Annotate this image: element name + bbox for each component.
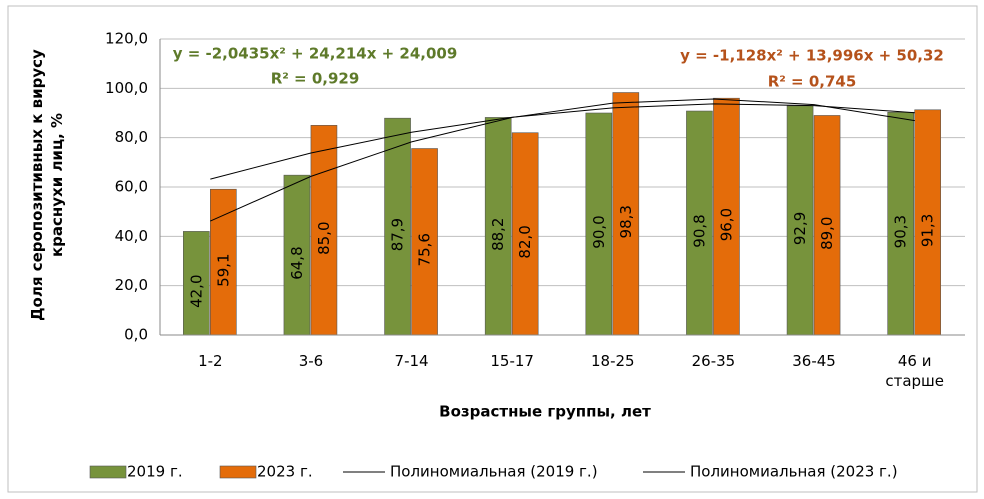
y-tick-label: 80,0 bbox=[115, 128, 148, 146]
trend-line bbox=[210, 98, 915, 222]
legend-label: Полиномиальная (2023 г.) bbox=[690, 463, 898, 481]
legend-label: 2019 г. bbox=[127, 463, 183, 481]
bar bbox=[283, 174, 311, 336]
bar bbox=[484, 117, 512, 336]
x-tick-label: 7-14 bbox=[394, 352, 429, 370]
x-tick-label: 36-45 bbox=[792, 352, 836, 370]
bar bbox=[887, 111, 914, 336]
bar bbox=[183, 231, 210, 336]
bar bbox=[384, 117, 411, 336]
y-tick-label: 100,0 bbox=[105, 79, 148, 97]
legend-label: Полиномиальная (2019 г.) bbox=[390, 463, 598, 481]
bar bbox=[310, 125, 338, 336]
x-tick-label: 15-17 bbox=[490, 352, 534, 370]
x-tick-label: 26-35 bbox=[691, 352, 736, 370]
bar bbox=[411, 148, 438, 336]
trend-line bbox=[210, 103, 915, 180]
data-label: 96,0 bbox=[717, 208, 735, 241]
data-label: 90,3 bbox=[892, 215, 910, 248]
y-tick-label: 0,0 bbox=[124, 326, 148, 344]
data-label: 90,8 bbox=[690, 214, 708, 247]
legend-label: 2023 г. bbox=[257, 463, 313, 481]
data-label: 85,0 bbox=[315, 221, 333, 254]
bar bbox=[813, 115, 841, 336]
data-label: 59,1 bbox=[214, 253, 232, 286]
data-label: 82,0 bbox=[516, 225, 534, 258]
data-label: 64,8 bbox=[288, 246, 306, 279]
data-label: 91,3 bbox=[919, 214, 937, 247]
data-label: 42,0 bbox=[187, 274, 205, 307]
annotation: R² = 0,745 bbox=[768, 73, 857, 91]
legend-swatch bbox=[219, 465, 257, 479]
y-tick-label: 40,0 bbox=[115, 227, 148, 245]
data-label: 90,0 bbox=[590, 215, 608, 248]
x-tick-label: 1-2 bbox=[198, 352, 223, 370]
x-tick-label: 46 и старше bbox=[885, 352, 945, 390]
bar bbox=[914, 109, 941, 336]
y-tick-label: 120,0 bbox=[105, 30, 148, 48]
x-tick-label: 3-6 bbox=[298, 352, 324, 370]
data-label: 75,6 bbox=[416, 233, 434, 266]
data-label: 87,9 bbox=[389, 218, 407, 251]
annotation: R² = 0,929 bbox=[271, 70, 360, 88]
y-axis-title: Доля серопозитивных к вирусу краснухи ли… bbox=[28, 49, 66, 321]
y-tick-label: 20,0 bbox=[115, 276, 148, 294]
bar bbox=[585, 112, 613, 336]
data-label: 92,9 bbox=[791, 212, 809, 245]
x-tick-label: 18-25 bbox=[591, 352, 635, 370]
data-label: 88,2 bbox=[489, 218, 507, 251]
data-label: 98,3 bbox=[617, 205, 635, 238]
annotation: y = -2,0435x² + 24,214x + 24,009 bbox=[173, 45, 458, 63]
bar bbox=[612, 92, 640, 336]
bar bbox=[210, 188, 237, 336]
annotation: y = -1,128x² + 13,996x + 50,32 bbox=[680, 47, 944, 65]
y-tick-label: 60,0 bbox=[115, 178, 148, 196]
x-axis-title: Возрастные группы, лет bbox=[439, 403, 651, 421]
legend-swatch bbox=[89, 465, 127, 479]
data-label: 89,0 bbox=[818, 217, 836, 250]
bar bbox=[686, 110, 713, 336]
